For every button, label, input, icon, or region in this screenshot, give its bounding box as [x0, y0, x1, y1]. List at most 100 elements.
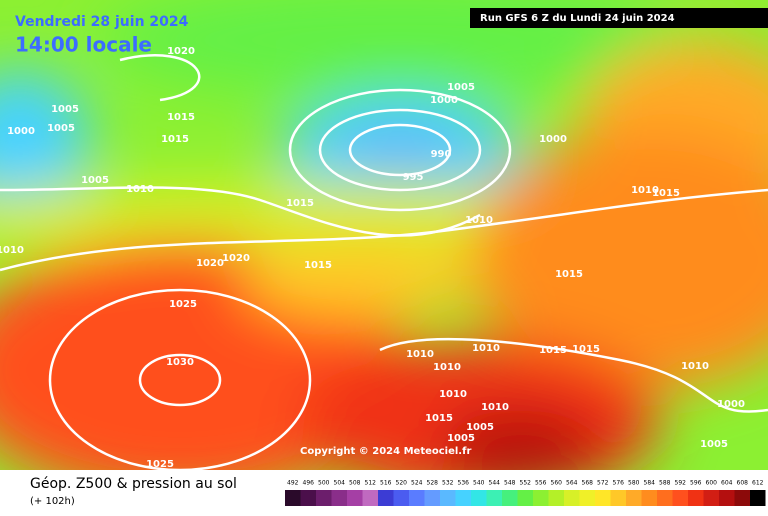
legend-label: 496	[303, 480, 315, 487]
isobar-label: 1030	[166, 357, 194, 368]
legend: 492 496 500 504 508 512 516 520 524 528 532 536 540 5…	[285, 480, 766, 506]
isobar-label: 1010	[631, 185, 659, 196]
legend-swatch	[502, 490, 518, 506]
legend-swatch	[378, 490, 394, 506]
legend-label: 596	[690, 480, 702, 487]
legend-label: 508	[349, 480, 361, 487]
legend-swatch	[626, 490, 642, 506]
legend-label: 584	[644, 480, 656, 487]
isobar-label: 1005	[700, 439, 728, 450]
legend-label: 588	[659, 480, 671, 487]
isobar-label: 1015	[167, 112, 195, 123]
footer-subtitle: (+ 102h)	[30, 496, 75, 507]
legend-label: 604	[721, 480, 733, 487]
legend-label: 512	[365, 480, 377, 487]
isobar-label: 1015	[539, 345, 567, 356]
legend-swatch	[595, 490, 611, 506]
isobar-label: 1015	[286, 198, 314, 209]
legend-swatch	[455, 490, 471, 506]
legend-label: 564	[566, 480, 578, 487]
isobar-label: 1000	[539, 134, 567, 145]
legend-swatch	[486, 490, 502, 506]
legend-label: 552	[520, 480, 532, 487]
isobar-label: 1015	[572, 344, 600, 355]
footer-title: Géop. Z500 & pression au sol	[30, 476, 237, 492]
legend-label: 528	[427, 480, 439, 487]
legend-swatch	[409, 490, 425, 506]
legend-label: 576	[613, 480, 625, 487]
legend-label: 544	[489, 480, 501, 487]
legend-swatch	[285, 490, 301, 506]
isobar-label: 1025	[169, 299, 197, 310]
isobar-label: 1010	[406, 349, 434, 360]
isobar-label: 990	[431, 149, 452, 160]
legend-swatch	[331, 490, 347, 506]
legend-label: 592	[675, 480, 687, 487]
legend-swatch	[564, 490, 580, 506]
legend-label: 580	[628, 480, 640, 487]
legend-swatch	[347, 490, 363, 506]
isobar-label: 1000	[7, 126, 35, 137]
legend-label: 524	[411, 480, 423, 487]
legend-label: 500	[318, 480, 330, 487]
legend-swatch	[688, 490, 704, 506]
isobar-label: 1010	[681, 361, 709, 372]
legend-label: 572	[597, 480, 609, 487]
isobar-label: 1010	[465, 215, 493, 226]
legend-label: 608	[737, 480, 749, 487]
date: Vendredi 28 juin 2024	[15, 14, 189, 30]
legend-swatch	[610, 490, 626, 506]
isobar-label: 1015	[304, 260, 332, 271]
isobar-label: 1010	[433, 362, 461, 373]
run-label: Run GFS 6 Z du Lundi 24 juin 2024	[480, 13, 675, 24]
legend-label: 540	[473, 480, 485, 487]
isobar-label: 1015	[425, 413, 453, 424]
isobar-label: 1025	[146, 459, 174, 470]
run-box	[470, 8, 768, 28]
isobar-label: 1020	[196, 258, 224, 269]
legend-label: 556	[535, 480, 547, 487]
legend-swatch	[300, 490, 316, 506]
isobar-label: 1015	[652, 188, 680, 199]
legend-swatch	[657, 490, 673, 506]
legend-label: 504	[334, 480, 346, 487]
legend-swatch	[750, 490, 766, 506]
isobar-label: 995	[403, 172, 424, 183]
legend-swatch	[362, 490, 378, 506]
isobar-label: 1005	[81, 175, 109, 186]
legend-label: 612	[752, 480, 764, 487]
map-field: 1020100510051000101510151005101010051000…	[0, 0, 768, 470]
isobar-label: 1020	[222, 253, 250, 264]
legend-label: 568	[582, 480, 594, 487]
legend-swatch	[672, 490, 688, 506]
legend-swatch	[734, 490, 750, 506]
legend-label: 536	[458, 480, 470, 487]
legend-swatch	[316, 490, 332, 506]
isobar-label: 1010	[472, 343, 500, 354]
isobar-label: 1005	[47, 123, 75, 134]
legend-label: 548	[504, 480, 516, 487]
isobar-label: 1015	[555, 269, 583, 280]
legend-label: 560	[551, 480, 563, 487]
isobar-label: 1005	[447, 433, 475, 444]
isobars	[0, 54, 768, 470]
isobar-label: 1005	[51, 104, 79, 115]
legend-swatch	[517, 490, 533, 506]
legend-swatch	[440, 490, 456, 506]
legend-swatch	[703, 490, 719, 506]
isobar-label: 1010	[481, 402, 509, 413]
legend-label: 600	[706, 480, 718, 487]
legend-label: 516	[380, 480, 392, 487]
isobar-label: 1010	[439, 389, 467, 400]
isobar-label: 1005	[447, 82, 475, 93]
legend-swatch	[393, 490, 409, 506]
legend-swatch	[579, 490, 595, 506]
legend-swatch	[533, 490, 549, 506]
legend-swatch	[548, 490, 564, 506]
isobar-label: 1020	[167, 46, 195, 57]
legend-swatch	[719, 490, 735, 506]
isobar-label: 1010	[126, 184, 154, 195]
legend-label: 532	[442, 480, 454, 487]
isobar-label: 1005	[466, 422, 494, 433]
